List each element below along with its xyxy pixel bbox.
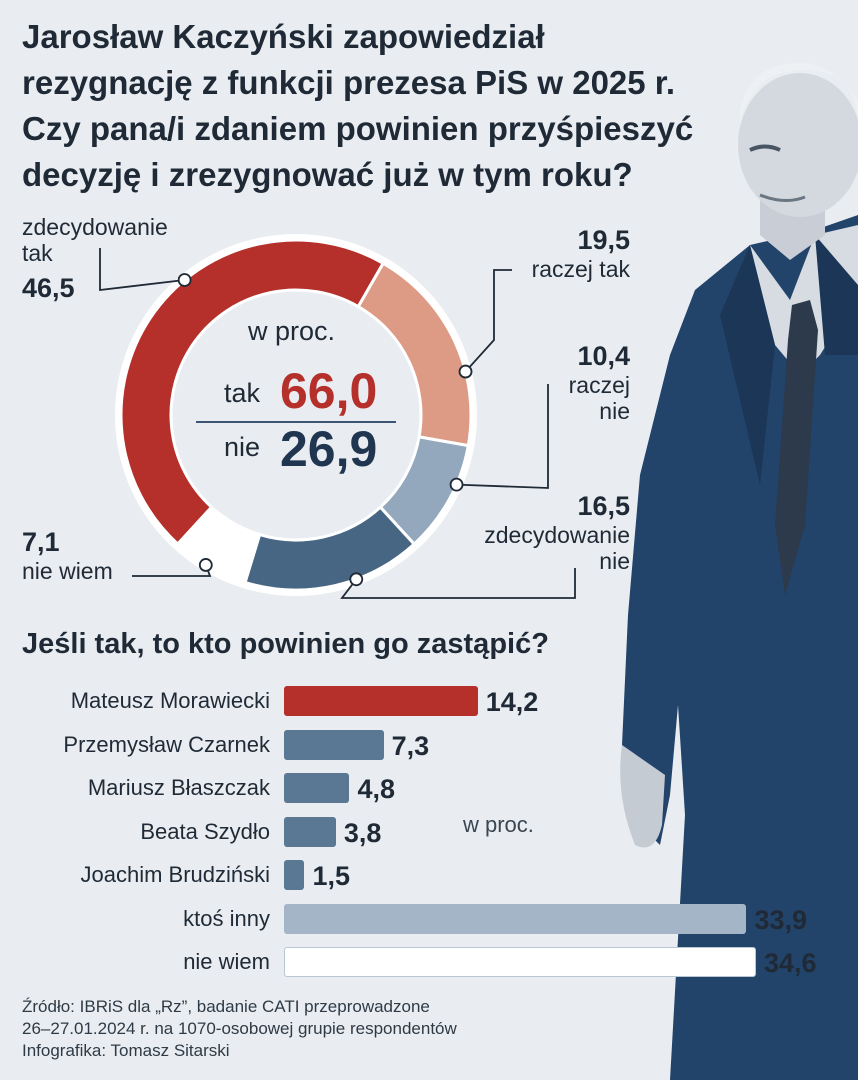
bar-category-label: Beata Szydło <box>140 818 270 844</box>
bar-category-label: Mateusz Morawiecki <box>70 688 270 713</box>
donut-hole <box>172 291 420 539</box>
donut-center-unit: w proc. <box>248 316 336 346</box>
donut-slice <box>119 238 386 547</box>
man-photo-illustration <box>620 62 858 1080</box>
bar <box>284 947 756 977</box>
value-label: 7,1 <box>22 527 60 557</box>
source-line: Źródło: IBRiS dla „Rz”, badanie CATI prz… <box>22 997 430 1016</box>
leader-marker <box>349 572 364 587</box>
bar-row: Mateusz Morawiecki 14,2 <box>0 684 858 718</box>
bar-row: Mariusz Błaszczak 4,8 <box>0 771 858 805</box>
label-text: raczej <box>568 372 630 398</box>
donut-slice <box>175 505 262 585</box>
bar-category-label: Przemysław Czarnek <box>63 731 270 757</box>
bar-category-label: nie wiem <box>183 949 270 974</box>
donut-svg <box>99 234 576 599</box>
bar-category-label: Joachim Brudziński <box>80 862 270 887</box>
bar <box>284 686 478 716</box>
label-raczej-nie: 10,4 raczej nie <box>510 340 630 424</box>
credit-line: Infografika: Tomasz Sitarski <box>22 1041 230 1060</box>
value-label: 19,5 <box>577 225 630 255</box>
donut-center-divider <box>196 421 396 423</box>
label-text: nie wiem <box>22 558 113 584</box>
donut-center-no-value: 26,9 <box>280 421 378 477</box>
label-text: tak <box>22 240 53 266</box>
leader-marker <box>177 273 192 287</box>
donut-center-no-label: nie <box>224 432 261 462</box>
leader-line <box>464 269 512 373</box>
bar-row: ktoś inny 33,9 <box>0 902 858 936</box>
label-text: zdecydowanie <box>22 214 168 240</box>
bar-row: Beata Szydło 3,8 <box>0 815 858 849</box>
source-line: 26–27.01.2024 r. na 1070-osobowej grupie… <box>22 1019 457 1038</box>
label-raczej-tak: 19,5 raczej tak <box>510 224 630 282</box>
label-text: nie <box>599 398 630 424</box>
bar-chart-title: Jeśli tak, to kto powinien go zastąpić? <box>22 628 549 660</box>
bar <box>284 903 747 934</box>
bar-row: Joachim Brudziński 1,5 <box>0 858 858 892</box>
bar-chart: Mateusz Morawiecki 14,2 Przemysław Czarnek… <box>0 680 858 990</box>
label-zdecydowanie-nie: 16,5 zdecydowanie nie <box>440 490 630 574</box>
leader-line <box>99 248 185 292</box>
leader-marker <box>449 477 464 492</box>
donut-chart: zdecydowanie tak 46,5 19,5 raczej tak 10… <box>22 214 630 599</box>
bar <box>284 773 350 803</box>
bar-value-label: 4,8 <box>357 774 396 804</box>
bar <box>284 816 336 847</box>
label-text: nie <box>599 548 630 574</box>
value-label: 46,5 <box>22 273 75 303</box>
bar-value-label: 7,3 <box>391 730 430 761</box>
bar-chart-unit: w proc. <box>463 812 534 837</box>
label-nie-wiem: 7,1 nie wiem <box>22 526 113 584</box>
label-text: raczej tak <box>531 256 630 282</box>
value-label: 16,5 <box>577 491 630 521</box>
bar-value-label: 34,6 <box>764 948 817 978</box>
bar-value-label: 14,2 <box>485 687 539 717</box>
bar <box>284 860 305 890</box>
bar-category-label: ktoś inny <box>183 905 270 931</box>
leader-marker <box>198 558 213 572</box>
donut-center-yes-value: 66,0 <box>280 363 378 419</box>
bar-row: Przemysław Czarnek 7,3 <box>0 728 858 762</box>
source-note: Źródło: IBRiS dla „Rz”, badanie CATI prz… <box>22 996 457 1062</box>
label-text: zdecydowanie <box>484 522 630 548</box>
leader-line <box>340 568 576 599</box>
bar-value-label: 33,9 <box>754 904 807 935</box>
bar-value-label: 3,8 <box>343 817 382 848</box>
leader-line <box>456 384 549 489</box>
bar <box>284 729 384 760</box>
bar-category-label: Mariusz Błaszczak <box>87 775 270 800</box>
donut-center-yes-label: tak <box>224 378 261 408</box>
chart-title: Jarosław Kaczyński zapowiedział rezygnac… <box>22 18 694 193</box>
leader-marker <box>458 364 473 379</box>
value-label: 10,4 <box>577 341 630 371</box>
bar-value-label: 1,5 <box>312 861 350 891</box>
label-zdecydowanie-tak: zdecydowanie tak 46,5 <box>22 214 168 304</box>
bar-row: nie wiem 34,6 <box>0 945 858 979</box>
